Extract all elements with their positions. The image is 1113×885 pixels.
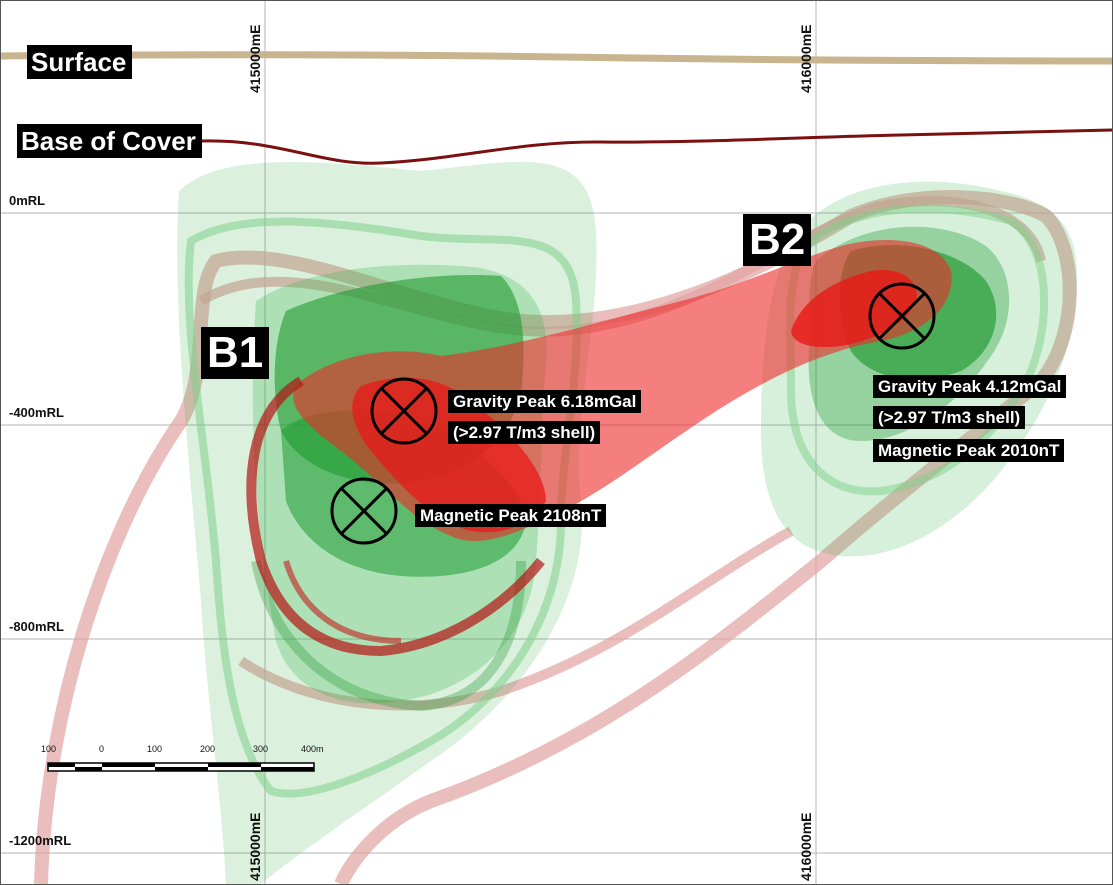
surface-label: Surface [27,45,133,79]
b1-gravity-annotation-line2: (>2.97 T/m3 shell) [448,421,601,444]
rl-label-400: -400mRL [9,405,64,420]
surface-line [1,51,1112,65]
b1-magnetic-annotation: Magnetic Peak 2108nT [415,504,607,527]
scale-tick: 100 [147,744,163,754]
scale-tick: 400m [301,744,324,754]
rl-label-800: -800mRL [9,619,64,634]
b1-gravity-annotation-line1: Gravity Peak 6.18mGal [448,390,642,413]
rl-label-1200: -1200mRL [9,833,72,848]
b2-magnetic-annotation: Magnetic Peak 2010nT [873,439,1065,462]
scale-tick: 200 [200,744,216,754]
scale-tick: 0 [99,744,105,754]
scale-bar [47,762,315,772]
base-of-cover-label: Base of Cover [17,124,202,158]
b1-magnetic-peak-marker [330,477,398,545]
b2-label: B2 [743,214,812,266]
scale-tick: 300 [253,744,269,754]
b2-gravity-annotation-line2: (>2.97 T/m3 shell) [873,406,1026,429]
rl-label-0: 0mRL [9,193,46,208]
b2-gravity-peak-marker [868,282,936,350]
b2-gravity-annotation-line1: Gravity Peak 4.12mGal [873,375,1067,398]
scale-tick: 100 [41,744,57,754]
base-of-cover-line [200,128,1112,165]
b1-gravity-peak-marker [370,377,438,445]
easting-label-top-416000: 416000mE [798,24,814,93]
easting-label-bottom-415000: 415000mE [247,812,263,881]
easting-label-bottom-416000: 416000mE [798,812,814,881]
easting-label-top-415000: 415000mE [247,24,263,93]
b1-label: B1 [201,327,270,379]
